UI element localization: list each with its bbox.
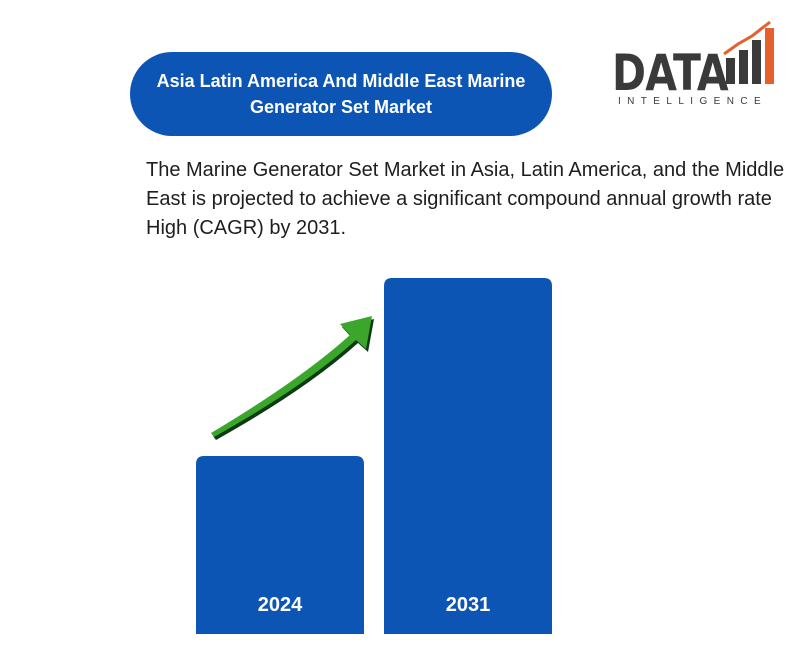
logo-bars-icon xyxy=(723,20,774,84)
bar-2024 xyxy=(196,456,364,634)
logo-wordmark: DATA xyxy=(612,44,729,102)
bar-label-2024: 2024 xyxy=(258,594,303,616)
bar-label-2031: 2031 xyxy=(446,594,491,616)
market-description: The Marine Generator Set Market in Asia,… xyxy=(146,159,785,239)
logo-subtitle: INTELLIGENCE xyxy=(618,96,768,107)
title-banner: Asia Latin America And Middle East Marin… xyxy=(130,52,552,136)
growth-arrow-icon xyxy=(211,316,374,440)
datam-intelligence-logo: DATA INTELLIGENCE xyxy=(612,20,782,110)
bar-2031 xyxy=(384,278,552,634)
page-title: Asia Latin America And Middle East Marin… xyxy=(156,71,526,117)
